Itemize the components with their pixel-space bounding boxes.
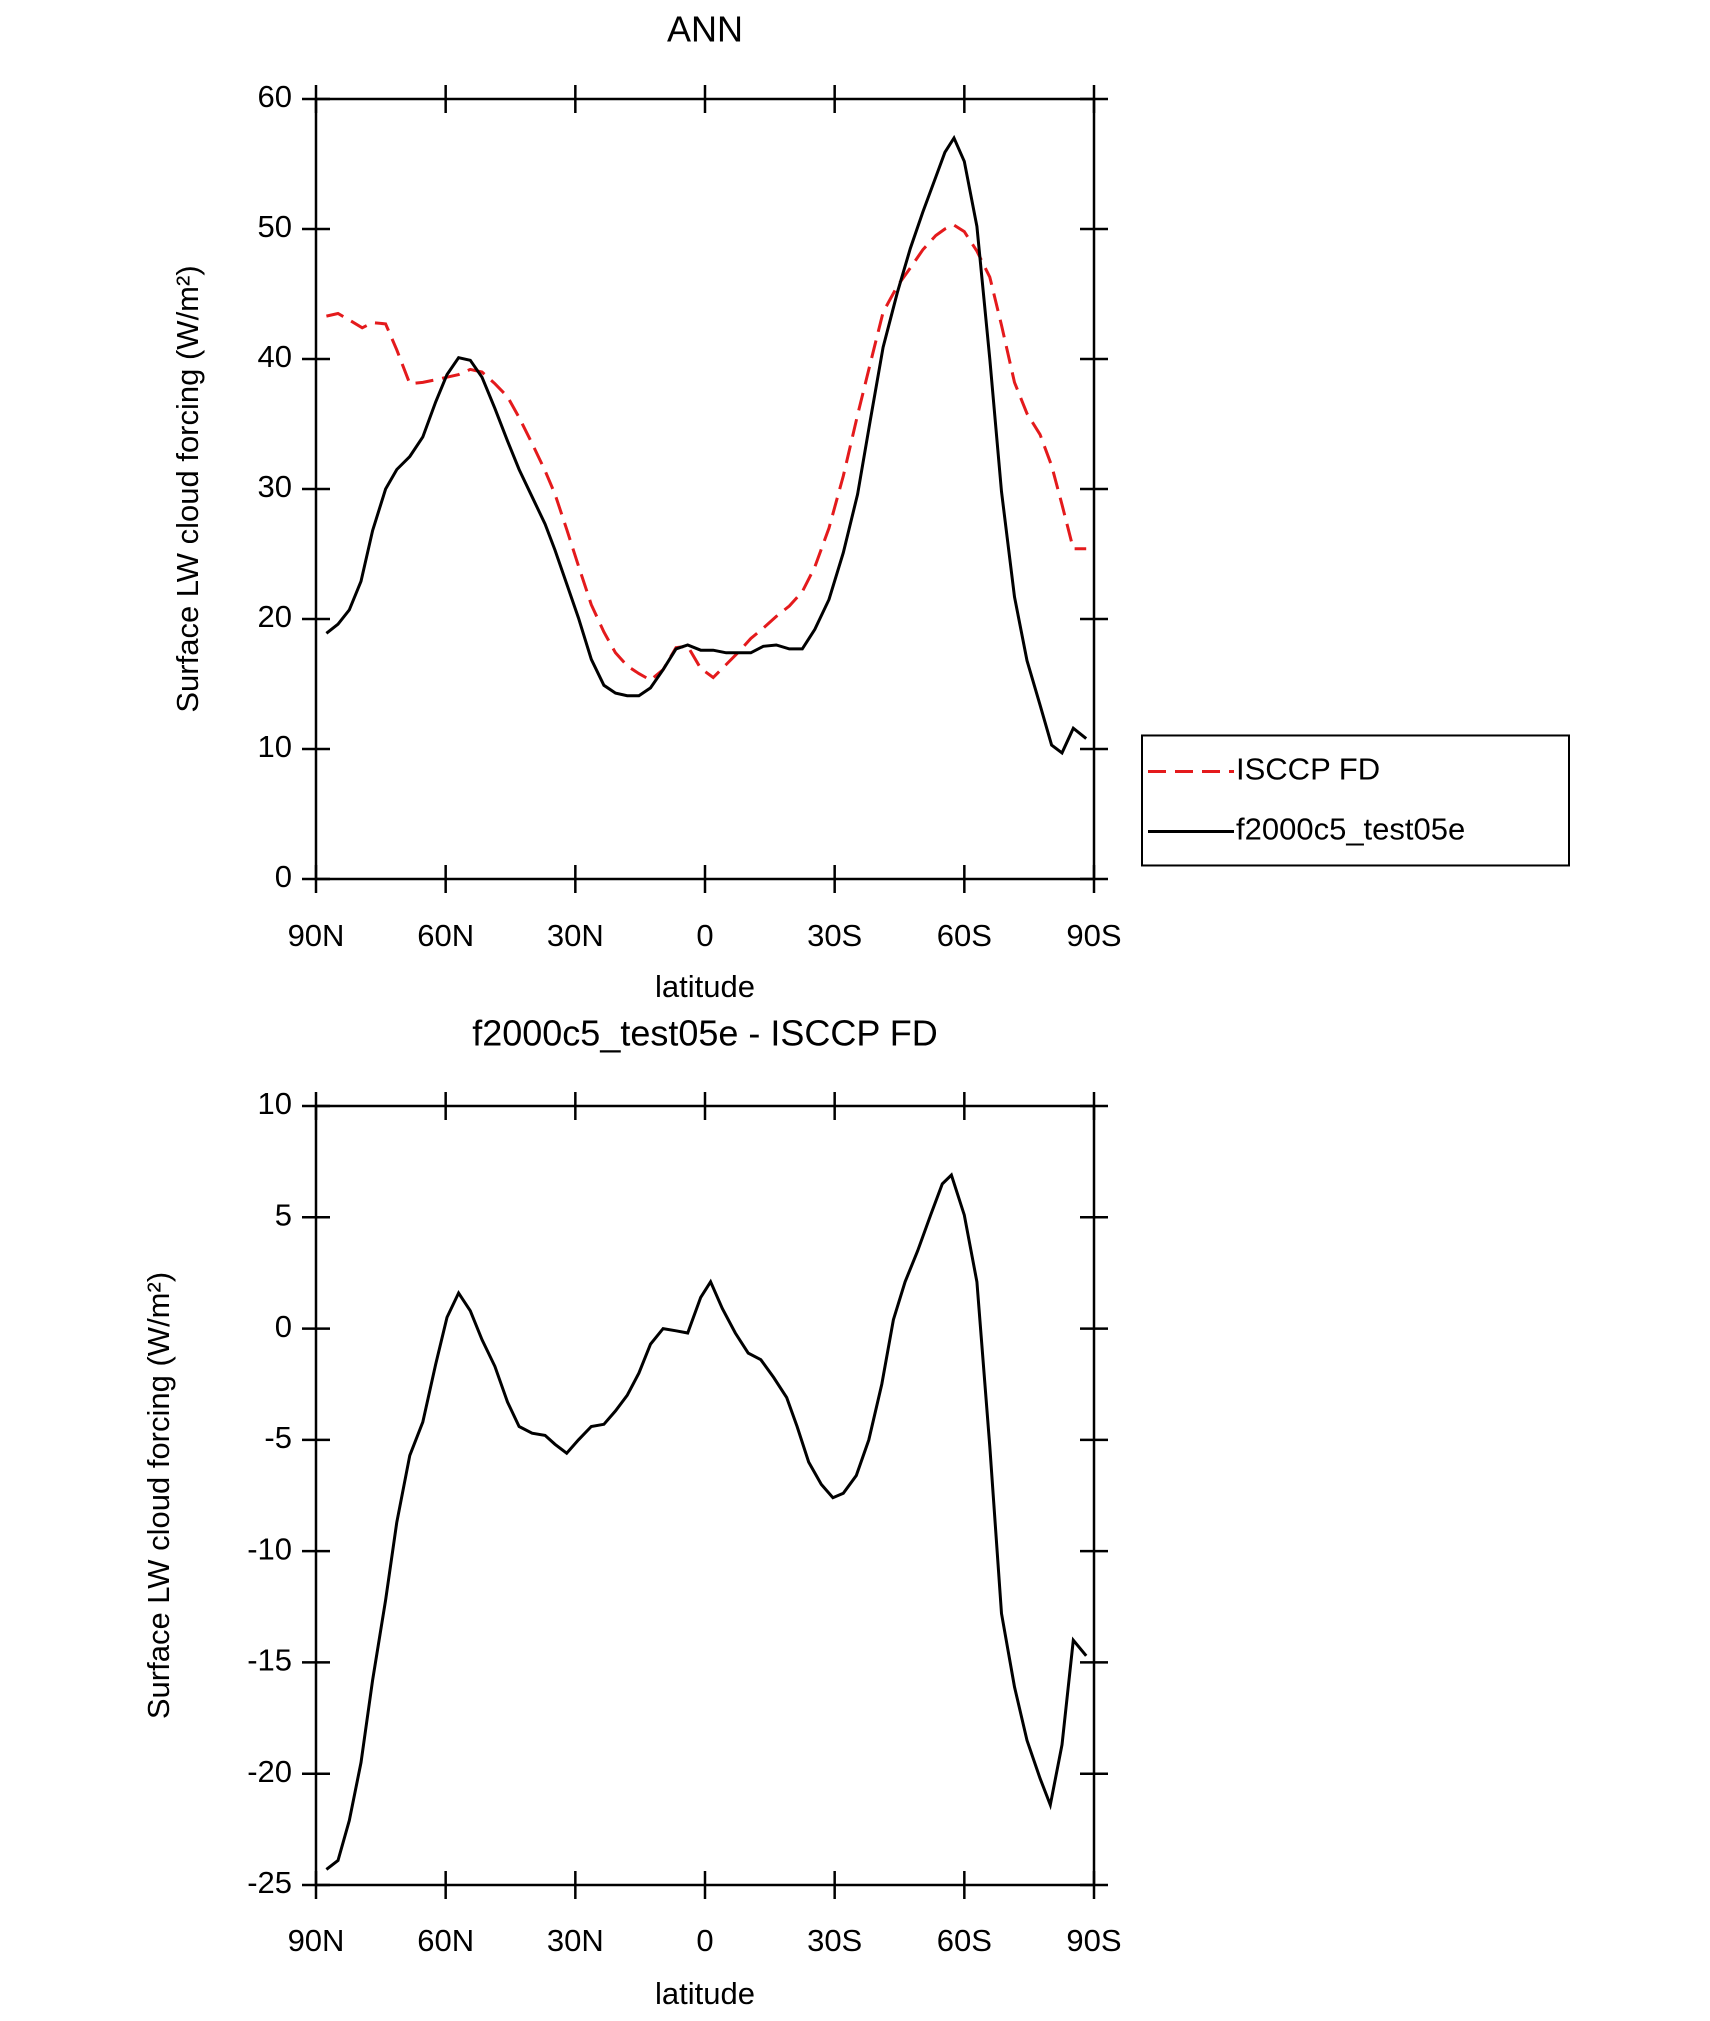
plot-frame <box>314 1104 1096 1887</box>
chart-title: ANN <box>667 9 743 50</box>
y-tick-label: -10 <box>247 1531 292 1566</box>
x-tick-label: 30N <box>547 1923 604 1958</box>
x-tick-label: 60N <box>417 918 474 953</box>
x-tick-label: 90S <box>1066 1923 1121 1958</box>
x-tick-label: 0 <box>696 1923 713 1958</box>
y-tick-label: 30 <box>258 469 292 504</box>
y-tick-label: 0 <box>275 1309 292 1344</box>
legend-label: f2000c5_test05e <box>1236 812 1465 847</box>
x-tick-label: 30S <box>807 918 862 953</box>
y-tick-label: 10 <box>258 729 292 764</box>
y-tick-label: 40 <box>258 339 292 374</box>
data-line <box>325 1172 1088 1871</box>
x-tick-label: 0 <box>696 918 713 953</box>
x-tick-label: 60S <box>937 918 992 953</box>
x-axis-label: latitude <box>655 1976 755 2011</box>
chart-title: f2000c5_test05e - ISCCP FD <box>472 1013 938 1054</box>
y-tick-label: 5 <box>275 1197 292 1232</box>
data-line <box>325 134 1088 756</box>
y-tick-label: 60 <box>258 79 292 114</box>
y-tick-label: 10 <box>258 1086 292 1121</box>
y-tick-label: -15 <box>247 1643 292 1678</box>
y-tick-label: -5 <box>264 1420 292 1455</box>
data-line <box>326 223 1087 682</box>
y-tick-label: 50 <box>258 209 292 244</box>
x-tick-label: 90N <box>288 1923 345 1958</box>
x-tick-label: 90S <box>1066 918 1121 953</box>
x-tick-label: 60N <box>417 1923 474 1958</box>
y-tick-label: -20 <box>247 1754 292 1789</box>
x-tick-label: 60S <box>937 1923 992 1958</box>
plot-frame <box>314 97 1096 881</box>
y-axis-label: Surface LW cloud forcing (W/m²) <box>141 1272 176 1719</box>
x-tick-label: 90N <box>288 918 345 953</box>
y-tick-label: 20 <box>258 599 292 634</box>
legend-box <box>1141 734 1570 867</box>
y-axis-label: Surface LW cloud forcing (W/m²) <box>170 265 205 712</box>
x-tick-label: 30S <box>807 1923 862 1958</box>
y-tick-label: -25 <box>247 1865 292 1900</box>
x-tick-label: 30N <box>547 918 604 953</box>
legend-label: ISCCP FD <box>1236 752 1380 787</box>
y-tick-label: 0 <box>275 859 292 894</box>
x-axis-label: latitude <box>655 969 755 1004</box>
